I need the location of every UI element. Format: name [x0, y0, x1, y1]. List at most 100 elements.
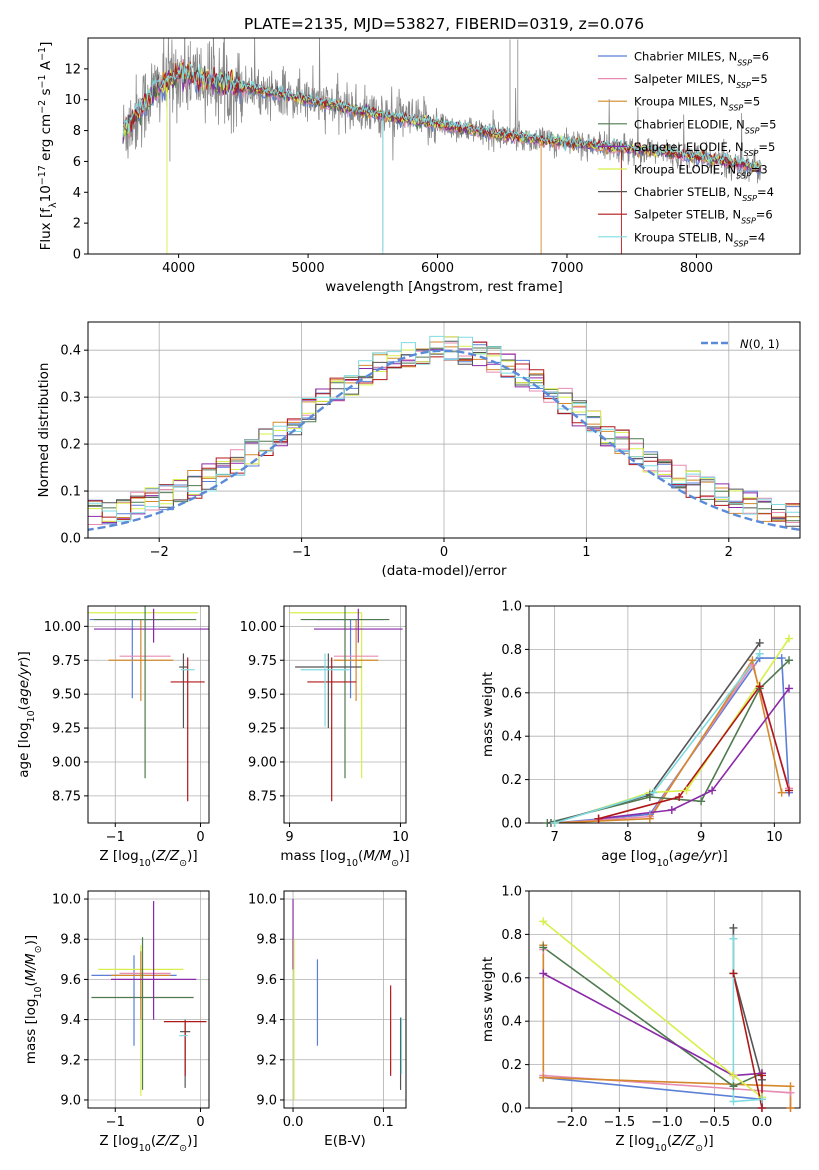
- legend-entry-name: Salpeter MILES, N: [634, 72, 736, 86]
- y-tick-label: 9.75: [52, 654, 81, 669]
- y-tick-label: 2: [73, 217, 81, 232]
- legend-entry-count: =5: [751, 72, 768, 86]
- y-tick-label: 1.0: [501, 885, 522, 900]
- age-ylabel-part: age/yr: [16, 660, 32, 705]
- z-axis-label-part: (: [667, 1133, 672, 1149]
- z-axis-label-part: )]: [187, 1133, 198, 1149]
- normal-curve: [88, 349, 800, 532]
- weight-marker: [682, 786, 691, 795]
- weight-marker: [785, 634, 794, 643]
- mass-ylabel-part: )]: [23, 935, 39, 946]
- weight-marker: [539, 943, 548, 952]
- x-tick-label: 0.0: [752, 1115, 773, 1130]
- spectrum-ylabel-part: s: [38, 88, 54, 99]
- legend-entry: Salpeter STELIB, NSSP=6: [634, 208, 773, 226]
- y-tick-label: 10: [64, 93, 81, 108]
- spectrum-frame: [87, 37, 801, 255]
- x-tick-label: 4000: [162, 261, 195, 276]
- normal-legend-label: N(0, 1): [740, 337, 780, 351]
- z-axis-label-part: (: [151, 848, 156, 864]
- mass-ylabel-part: M/M: [23, 953, 39, 981]
- x-tick-label: 0: [196, 830, 204, 845]
- weight-line: [554, 658, 783, 823]
- y-tick-label: 9.00: [52, 755, 81, 770]
- weight-line: [598, 688, 790, 820]
- x-tick-label: −1.0: [651, 1115, 683, 1130]
- weight-marker: [729, 1071, 738, 1080]
- mass-ylabel-part: (: [23, 981, 39, 986]
- y-tick-label: 0.2: [501, 773, 522, 788]
- legend-entry-count: =5: [758, 140, 775, 154]
- x-tick-label: 0: [440, 545, 448, 560]
- y-tick-label: 10.00: [44, 620, 81, 635]
- age-ylabel-part: 10: [26, 710, 37, 722]
- mass-xlabel-part: )]: [399, 848, 410, 864]
- weight-marker: [757, 1104, 766, 1112]
- weight-marker: [667, 805, 676, 814]
- spectrum-legend: Chabrier MILES, NSSP=6 Salpeter MILES, N S…: [598, 50, 776, 248]
- spectrum-ylabel-part: Flux [f: [38, 207, 54, 251]
- weight-line: [542, 946, 763, 1088]
- legend-entry-count: =3: [751, 163, 768, 177]
- y-tick-label: 0.0: [501, 817, 522, 832]
- spectrum-ylabel-part: −1: [37, 47, 48, 61]
- spectrum-ylabel: Flux [fλ10−17 erg cm−2 s−1 A−1]: [37, 42, 59, 251]
- mass-ylabel-part: mass [log: [23, 999, 39, 1065]
- figure-content: 4000 5000 6000 7000 8000024681012wavelength …: [16, 37, 801, 1154]
- weight-marker: [729, 1097, 738, 1106]
- z-axis-label-part: Z/Z: [155, 848, 180, 864]
- mass_vs_EBV-xlabel: E(B-V): [324, 1133, 366, 1149]
- y-tick-label: 0.1: [60, 485, 81, 500]
- weight-line: [542, 972, 763, 1077]
- weight-marker: [777, 788, 786, 797]
- legend-entry-count: =5: [760, 117, 777, 131]
- y-tick-label: 1.0: [501, 600, 522, 615]
- y-tick-label: 9.0: [256, 1093, 277, 1108]
- age_vs_Z-frame: [87, 605, 210, 824]
- legend-entry: Chabrier MILES, NSSP=6: [634, 50, 769, 68]
- massweight_vs_age-ylabel: mass weight: [480, 672, 496, 757]
- spectrum-xlabel: wavelength [Angstrom, rest frame]: [325, 279, 563, 295]
- legend-entry-count: =6: [752, 50, 769, 64]
- y-tick-label: 0.6: [501, 971, 522, 986]
- weight-marker: [645, 814, 654, 823]
- legend-entry: Kroupa MILES, NSSP=5: [634, 95, 760, 113]
- spectrum-ylabel-part: 10: [38, 185, 54, 202]
- z-axis-label-part: ⊙: [179, 858, 187, 869]
- weight-marker: [539, 917, 548, 926]
- series-line-kroupa-stelib: [122, 63, 762, 254]
- y-tick-label: 9.8: [256, 933, 277, 948]
- weight-marker: [675, 792, 684, 801]
- weight-marker: [755, 649, 764, 658]
- y-tick-label: 10.00: [240, 620, 277, 635]
- z-axis-label: Z [log10(Z/Z⊙)]: [99, 848, 197, 869]
- weight-marker: [777, 654, 786, 663]
- y-tick-label: 9.2: [60, 1053, 81, 1068]
- spectrum-ylabel-part: erg cm: [38, 114, 54, 165]
- y-tick-label: 9.4: [256, 1013, 277, 1028]
- y-tick-label: 9.75: [248, 654, 277, 669]
- y-tick-label: 0.2: [60, 438, 81, 453]
- y-tick-label: 0.4: [501, 730, 522, 745]
- mass_vs_Z-plot-area: [91, 901, 207, 1096]
- x-tick-label: 7000: [550, 261, 583, 276]
- weight-line: [732, 973, 763, 1108]
- legend-entry-count: =5: [743, 95, 760, 109]
- weight-marker: [550, 819, 559, 827]
- x-tick-label: 6000: [421, 261, 454, 276]
- x-tick-label: 10: [766, 830, 783, 845]
- hist-step-kroupa-stelib: [88, 335, 800, 529]
- x-tick-label: 8000: [680, 261, 713, 276]
- age_vs_mass-plot-area: [289, 606, 403, 802]
- age_vs_Z-plot-area: [88, 606, 209, 802]
- weight-marker: [539, 1073, 548, 1082]
- mass-ylabel-part: 10: [33, 986, 44, 998]
- y-tick-label: 8.75: [52, 789, 81, 804]
- y-tick-label: 9.8: [60, 933, 81, 948]
- legend-entry-name: Chabrier STELIB, N: [634, 185, 742, 199]
- weight-marker: [755, 682, 764, 691]
- spectrum-axes: 4000 5000 6000 7000 8000 0 2 4 6 8 10 12 wavelength …: [37, 37, 801, 295]
- z-axis-label-part: Z [log: [99, 848, 138, 864]
- legend-entry-count: =4: [748, 230, 765, 244]
